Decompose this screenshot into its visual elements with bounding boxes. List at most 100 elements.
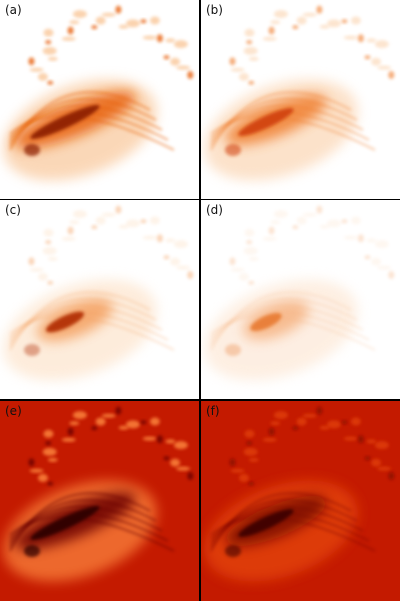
loop-speckle bbox=[91, 426, 98, 431]
loop bbox=[210, 98, 358, 147]
footpoint bbox=[225, 344, 241, 356]
loop-speckle bbox=[319, 425, 330, 430]
loop-speckle bbox=[246, 441, 253, 446]
loop-speckle bbox=[364, 456, 371, 461]
loop-speckle bbox=[229, 57, 236, 66]
loop-speckle bbox=[374, 441, 389, 450]
loop-speckle bbox=[163, 55, 170, 60]
loop-speckle bbox=[357, 34, 364, 43]
loop-speckle bbox=[140, 219, 147, 224]
loop-speckle bbox=[45, 240, 52, 245]
loop-speckle bbox=[28, 257, 35, 266]
loop-speckle bbox=[176, 265, 191, 270]
loop-speckle bbox=[149, 16, 160, 25]
loop-speckle bbox=[42, 246, 57, 255]
loop-speckle bbox=[366, 439, 377, 444]
loop-speckle bbox=[273, 411, 288, 420]
loop-speckle bbox=[341, 420, 348, 425]
loop-speckle bbox=[156, 34, 163, 43]
loop-speckle bbox=[316, 205, 323, 214]
loop-speckle bbox=[248, 80, 255, 85]
loop-speckle bbox=[29, 468, 44, 473]
loop-speckle bbox=[326, 219, 341, 228]
loop-speckle bbox=[163, 255, 170, 260]
loop-speckle bbox=[238, 272, 249, 281]
loop-speckle bbox=[366, 38, 377, 43]
loop-speckle bbox=[357, 234, 364, 243]
footpoint bbox=[24, 545, 40, 557]
panel: (a) bbox=[0, 0, 199, 199]
loop-speckle bbox=[243, 246, 258, 255]
core bbox=[250, 312, 282, 332]
loop-speckle bbox=[366, 238, 377, 243]
loop-speckle bbox=[170, 57, 181, 66]
loop-speckle bbox=[29, 267, 44, 272]
loop bbox=[9, 298, 157, 347]
loop-speckle bbox=[187, 71, 194, 79]
panel: (d) bbox=[201, 200, 400, 399]
loop-speckle bbox=[61, 36, 76, 41]
loop-speckle bbox=[61, 437, 76, 442]
loop-speckle bbox=[350, 417, 361, 426]
loop-speckle bbox=[244, 429, 255, 438]
loop-speckle bbox=[374, 240, 389, 249]
loop-speckle bbox=[149, 216, 160, 225]
loop-speckle bbox=[43, 429, 54, 438]
loop-speckle bbox=[248, 481, 255, 486]
loop-speckle bbox=[142, 235, 157, 240]
loop-speckle bbox=[95, 417, 106, 426]
loop-speckle bbox=[262, 437, 277, 442]
loop-speckle bbox=[69, 421, 80, 426]
loop-speckle bbox=[371, 257, 382, 266]
loop-speckle bbox=[243, 447, 258, 456]
loop-speckle bbox=[292, 426, 299, 431]
loop-speckle bbox=[377, 265, 392, 270]
loop-speckle bbox=[371, 57, 382, 66]
loop-speckle bbox=[341, 19, 348, 24]
loop-speckle bbox=[248, 56, 259, 61]
panel: (c) bbox=[0, 200, 199, 399]
loop-speckle bbox=[364, 55, 371, 60]
core bbox=[238, 509, 294, 537]
loop-speckle bbox=[47, 280, 54, 285]
loop-speckle bbox=[95, 16, 106, 25]
loop-speckle bbox=[173, 240, 188, 249]
loop-speckle bbox=[388, 472, 395, 480]
loop-speckle bbox=[37, 272, 48, 281]
loop-speckle bbox=[296, 16, 307, 25]
loop-speckle bbox=[43, 228, 54, 237]
footpoint bbox=[24, 144, 40, 156]
loop-speckle bbox=[165, 238, 176, 243]
loop-speckle bbox=[69, 20, 80, 25]
loop-speckle bbox=[47, 256, 58, 261]
loop-speckle bbox=[238, 72, 249, 81]
loop-speckle bbox=[165, 38, 176, 43]
loop-speckle bbox=[187, 271, 194, 279]
loop-speckle bbox=[377, 466, 392, 471]
loop-speckle bbox=[165, 439, 176, 444]
loop bbox=[9, 98, 157, 147]
loop-speckle bbox=[47, 481, 54, 486]
loop-speckle bbox=[47, 457, 58, 462]
loop-speckle bbox=[142, 436, 157, 441]
loop-speckle bbox=[316, 5, 323, 14]
loop-speckle bbox=[45, 441, 52, 446]
loop-speckle bbox=[230, 67, 245, 72]
loop-speckle bbox=[296, 216, 307, 225]
panel-label: (a) bbox=[5, 3, 22, 17]
loop-speckle bbox=[118, 224, 129, 229]
loop-speckle bbox=[243, 46, 258, 55]
panel-label: (c) bbox=[5, 203, 21, 217]
loop-speckle bbox=[156, 435, 163, 444]
loop-speckle bbox=[187, 472, 194, 480]
loop-speckle bbox=[69, 220, 80, 225]
loop-speckle bbox=[61, 236, 76, 241]
loop-speckle bbox=[302, 12, 317, 17]
loop-speckle bbox=[230, 468, 245, 473]
loop-speckle bbox=[357, 435, 364, 444]
panel: (f) bbox=[201, 401, 400, 601]
loop-speckle bbox=[125, 420, 140, 429]
loop-speckle bbox=[319, 224, 330, 229]
loop-speckle bbox=[118, 425, 129, 430]
